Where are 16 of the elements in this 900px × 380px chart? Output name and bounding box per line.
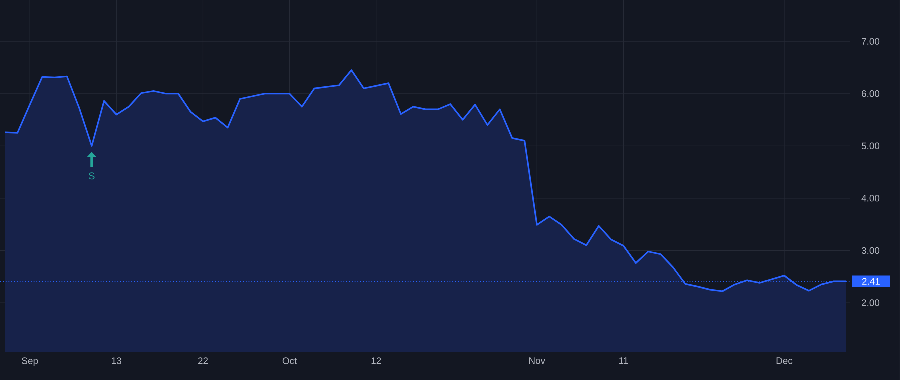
x-tick-label: 11 (620, 358, 628, 364)
x-tick-label: Nov (530, 358, 546, 364)
y-tick-label: 3.00 (862, 247, 880, 254)
y-tick-label: 5.00 (862, 142, 880, 150)
y-tick-label: 7.00 (862, 38, 880, 45)
y-tick-label: 4.00 (862, 195, 880, 202)
x-tick-label: Dec (776, 358, 793, 364)
annotation: S (89, 172, 95, 180)
x-tick-label: 12 (372, 358, 382, 364)
y-tick-label: 2.00 (862, 300, 880, 306)
x-tick-label: Sep (22, 358, 38, 366)
x-tick-label: 13 (112, 358, 122, 364)
x-tick-label: Oct (282, 358, 298, 364)
x-tick-label: 22 (198, 358, 208, 364)
ref-line-label: 2.41 (862, 278, 880, 285)
y-tick-label: 6.00 (862, 90, 880, 98)
